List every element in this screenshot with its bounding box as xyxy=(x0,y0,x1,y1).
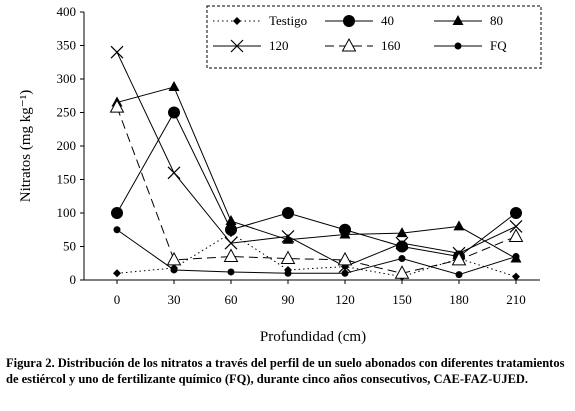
x-tick-label: 90 xyxy=(282,292,295,307)
data-point-80 xyxy=(225,215,237,226)
x-tick-label: 150 xyxy=(392,292,412,307)
legend-marker-40 xyxy=(343,15,355,27)
data-point-fq xyxy=(113,226,121,234)
legend-marker-160 xyxy=(341,37,357,52)
data-point-120 xyxy=(509,219,523,233)
axes xyxy=(80,11,540,284)
data-point-fq xyxy=(284,269,292,277)
data-point-120 xyxy=(281,230,295,243)
x-tick-label: 60 xyxy=(225,292,238,307)
series-lines xyxy=(116,51,517,278)
data-point-80 xyxy=(396,227,408,238)
data-point-160 xyxy=(109,99,125,113)
data-point-120 xyxy=(224,236,238,250)
data-point-160 xyxy=(451,251,467,266)
data-point-40 xyxy=(168,106,180,119)
series-line-120 xyxy=(116,51,517,268)
y-tick-label: 50 xyxy=(63,239,76,254)
x-tick-label: 120 xyxy=(335,292,355,307)
x-tick-label: 30 xyxy=(168,292,181,307)
y-tick-label: 100 xyxy=(57,205,77,220)
legend-label-testigo: Testigo xyxy=(269,13,307,28)
data-point-fq xyxy=(341,269,349,277)
caption-text: Distribución de los nitratos a través de… xyxy=(6,356,565,386)
data-point-160 xyxy=(223,248,239,263)
data-point-fq xyxy=(170,266,178,274)
legend-label-fq: FQ xyxy=(490,38,507,53)
legend-label-80: 80 xyxy=(490,13,503,28)
legend-marker-120 xyxy=(230,39,244,53)
x-tick-label: 0 xyxy=(114,292,121,307)
y-tick-label: 400 xyxy=(57,4,77,19)
y-tick-label: 250 xyxy=(57,105,77,120)
data-point-fq xyxy=(227,268,235,276)
caption-label: Figura 2. xyxy=(6,356,55,370)
data-point-160 xyxy=(508,228,524,242)
y-tick-label: 200 xyxy=(57,138,77,153)
y-tick-label: 300 xyxy=(57,71,77,86)
x-axis-title: Profundidad (cm) xyxy=(260,329,366,345)
legend-marker-fq xyxy=(454,42,462,50)
legend-box xyxy=(206,5,542,69)
nitrate-line-chart: 0 50 100 150 200 250 300 350 400 0 30 60 90 120 150 18… xyxy=(18,4,542,345)
data-point-80 xyxy=(282,233,294,244)
series-line-fq xyxy=(116,229,517,276)
data-point-160 xyxy=(166,251,182,266)
data-point-fq xyxy=(398,255,406,263)
legend-marker-80 xyxy=(452,15,464,25)
data-point-40 xyxy=(282,207,294,219)
y-tick-label: 0 xyxy=(70,272,77,287)
data-point-40 xyxy=(510,207,522,219)
x-tick-label: 180 xyxy=(449,292,469,307)
data-point-80 xyxy=(339,228,351,239)
data-point-fq xyxy=(512,253,520,261)
data-point-testigo xyxy=(512,272,520,281)
series-line-40 xyxy=(116,111,517,258)
x-tick-labels: 0 30 60 90 120 150 180 210 xyxy=(114,292,526,307)
data-point-80 xyxy=(168,81,180,92)
y-tick-labels: 0 50 100 150 200 250 300 350 400 xyxy=(57,4,77,287)
series-line-160 xyxy=(116,106,517,274)
data-point-testigo xyxy=(113,269,121,278)
series-line-testigo xyxy=(116,232,517,278)
data-point-40 xyxy=(111,207,123,219)
figure-caption: Figura 2. Distribución de los nitratos a… xyxy=(6,355,569,387)
data-point-120 xyxy=(167,166,181,180)
data-point-120 xyxy=(395,236,409,250)
data-point-160 xyxy=(280,250,296,265)
data-point-120 xyxy=(110,45,124,59)
data-point-40 xyxy=(396,240,408,253)
series-line-80 xyxy=(116,86,517,259)
legend-marker-testigo xyxy=(233,17,241,25)
data-point-40 xyxy=(225,223,237,236)
legend-label-120: 120 xyxy=(269,38,289,53)
legend-label-40: 40 xyxy=(381,13,394,28)
data-point-160 xyxy=(394,265,410,279)
series-markers xyxy=(109,45,524,281)
legend-label-160: 160 xyxy=(381,38,401,53)
legend: Testigo 40 80 120 160 FQ xyxy=(206,5,542,69)
data-point-160 xyxy=(337,251,353,266)
data-point-80 xyxy=(453,220,465,231)
data-point-fq xyxy=(455,271,463,279)
y-axis-title: Nitratos (mg kg⁻¹) xyxy=(18,90,34,202)
y-tick-label: 150 xyxy=(57,172,77,187)
x-tick-label: 210 xyxy=(506,292,526,307)
y-tick-label: 350 xyxy=(57,38,77,53)
